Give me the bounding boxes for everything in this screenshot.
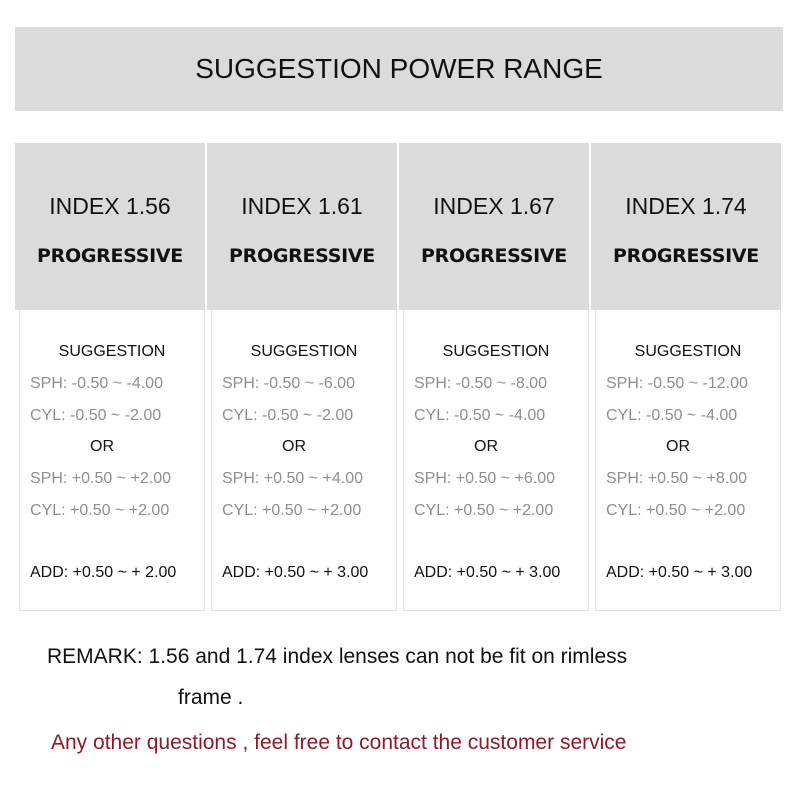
remark-text: REMARK: 1.56 and 1.74 index lenses can n… — [47, 645, 628, 668]
add-range: ADD: +0.50 ~ + 3.00 — [606, 564, 753, 581]
page-title: SUGGESTION POWER RANGE — [195, 53, 603, 84]
cyl-minus-range: CYL: -0.50 ~ -2.00 — [222, 407, 354, 424]
lens-column: INDEX 1.67 PROGRESSIVE SUGGESTION SPH: -… — [399, 143, 589, 611]
cyl-minus-range: CYL: -0.50 ~ -4.00 — [606, 407, 738, 424]
sph-minus-range: SPH: -0.50 ~ -4.00 — [30, 375, 163, 392]
add-range: ADD: +0.50 ~ + 3.00 — [414, 564, 561, 581]
lens-type: PROGRESSIVE — [37, 245, 183, 267]
column-header: INDEX 1.61 PROGRESSIVE — [207, 143, 397, 310]
suggestion-label: SUGGESTION — [250, 343, 358, 360]
add-range: ADD: +0.50 ~ + 3.00 — [222, 564, 369, 581]
column-body: SUGGESTION SPH: -0.50 ~ -6.00 CYL: -0.50… — [211, 310, 397, 611]
column-header: INDEX 1.67 PROGRESSIVE — [399, 143, 589, 310]
title-banner: SUGGESTION POWER RANGE — [15, 27, 783, 111]
index-label: INDEX 1.56 — [49, 193, 171, 219]
column-body: SUGGESTION SPH: -0.50 ~ -4.00 CYL: -0.50… — [19, 310, 205, 611]
remark-text-continued: frame . — [178, 686, 244, 709]
column-header: INDEX 1.56 PROGRESSIVE — [15, 143, 205, 310]
sph-minus-range: SPH: -0.50 ~ -6.00 — [222, 375, 355, 392]
suggestion-label: SUGGESTION — [442, 343, 550, 360]
or-label: OR — [282, 438, 306, 455]
column-header: INDEX 1.74 PROGRESSIVE — [591, 143, 781, 310]
sph-minus-range: SPH: -0.50 ~ -12.00 — [606, 375, 748, 392]
add-range: ADD: +0.50 ~ + 2.00 — [30, 564, 177, 581]
lens-column: INDEX 1.74 PROGRESSIVE SUGGESTION SPH: -… — [591, 143, 781, 611]
lens-column: INDEX 1.56 PROGRESSIVE SUGGESTION SPH: -… — [15, 143, 205, 611]
cyl-plus-range: CYL: +0.50 ~ +2.00 — [30, 502, 170, 519]
cyl-minus-range: CYL: -0.50 ~ -2.00 — [30, 407, 162, 424]
lens-column: INDEX 1.61 PROGRESSIVE SUGGESTION SPH: -… — [207, 143, 397, 611]
cyl-plus-range: CYL: +0.50 ~ +2.00 — [222, 502, 362, 519]
lens-type: PROGRESSIVE — [613, 245, 759, 267]
sph-plus-range: SPH: +0.50 ~ +6.00 — [414, 470, 555, 487]
or-label: OR — [90, 438, 114, 455]
column-body: SUGGESTION SPH: -0.50 ~ -8.00 CYL: -0.50… — [403, 310, 589, 611]
column-body: SUGGESTION SPH: -0.50 ~ -12.00 CYL: -0.5… — [595, 310, 781, 611]
lens-type: PROGRESSIVE — [421, 245, 567, 267]
index-label: INDEX 1.67 — [433, 193, 555, 219]
or-label: OR — [666, 438, 690, 455]
index-label: INDEX 1.74 — [625, 193, 747, 219]
suggestion-label: SUGGESTION — [58, 343, 166, 360]
sph-plus-range: SPH: +0.50 ~ +2.00 — [30, 470, 171, 487]
index-label: INDEX 1.61 — [241, 193, 363, 219]
sph-minus-range: SPH: -0.50 ~ -8.00 — [414, 375, 547, 392]
lens-type: PROGRESSIVE — [229, 245, 375, 267]
cyl-plus-range: CYL: +0.50 ~ +2.00 — [414, 502, 554, 519]
sph-plus-range: SPH: +0.50 ~ +8.00 — [606, 470, 747, 487]
contact-note: Any other questions , feel free to conta… — [51, 731, 627, 754]
cyl-minus-range: CYL: -0.50 ~ -4.00 — [414, 407, 546, 424]
or-label: OR — [474, 438, 498, 455]
cyl-plus-range: CYL: +0.50 ~ +2.00 — [606, 502, 746, 519]
sph-plus-range: SPH: +0.50 ~ +4.00 — [222, 470, 363, 487]
suggestion-label: SUGGESTION — [634, 343, 742, 360]
